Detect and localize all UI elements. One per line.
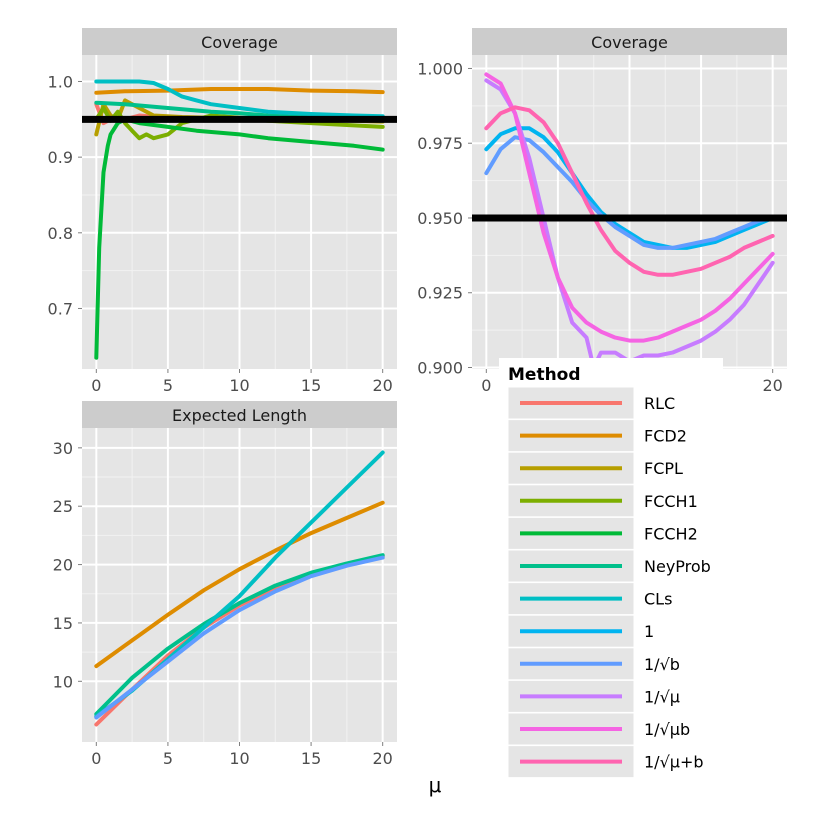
y-tick-label: 10 [53, 672, 73, 691]
y-tick-label: 0.8 [48, 224, 73, 243]
panel-title: Coverage [201, 33, 278, 52]
panel-strip [472, 28, 787, 55]
y-tick-label: 20 [53, 556, 73, 575]
series-line-1-b [484, 135, 775, 250]
panel-title: Coverage [591, 33, 668, 52]
series-group [484, 72, 775, 369]
legend-label-fcch2: FCCH2 [644, 524, 698, 543]
legend-label-1: 1 [644, 622, 654, 641]
series-line-1-b [484, 72, 775, 343]
series-line-1-b [484, 105, 775, 277]
legend-label-fcch1: FCCH1 [644, 492, 698, 511]
legend-label-1-b: 1/√μ+b [644, 753, 704, 772]
x-tick-label: 20 [373, 376, 393, 395]
panel-title: Expected Length [172, 406, 307, 425]
series-line-1 [484, 126, 775, 250]
x-tick-label: 0 [481, 376, 491, 395]
legend-label-cls: CLs [644, 590, 672, 609]
y-tick-label: 0.9 [48, 148, 73, 167]
legend-label-rlc: RLC [644, 394, 675, 413]
series-line-fcd2 [94, 87, 385, 95]
panel-strip [82, 401, 397, 428]
y-tick-label: 0.7 [48, 299, 73, 318]
y-tick-label: 15 [53, 614, 73, 633]
series-group [94, 450, 385, 727]
expected-length-panel: Expected Length 0 5 10 15 20 10 15 20 25 30 [53, 401, 397, 768]
x-axis-title: μ [429, 773, 442, 797]
x-tick-label: 15 [301, 749, 321, 768]
legend-label-1-b: 1/√μb [644, 720, 690, 739]
y-tick-label: 0.925 [417, 284, 463, 303]
legend-label-neyprob: NeyProb [644, 557, 711, 576]
y-tick-label: 0.975 [417, 134, 463, 153]
x-tick-label: 0 [91, 749, 101, 768]
y-tick-label: 30 [53, 439, 73, 458]
x-tick-label: 10 [229, 749, 249, 768]
x-tick-label: 0 [91, 376, 101, 395]
y-tick-label: 1.0 [48, 72, 73, 91]
x-tick-label: 20 [763, 376, 783, 395]
series-line-fcch2 [94, 117, 385, 360]
legend-label-fcpl: FCPL [644, 459, 683, 478]
legend-title: Method [508, 365, 581, 385]
x-tick-label: 5 [163, 376, 173, 395]
series-line-1-b [94, 555, 385, 720]
coverage-right-panel: Coverage051015200.9000.9250.9500.9751.00… [417, 28, 787, 395]
x-tick-label: 10 [229, 376, 249, 395]
series-line-fcd2 [94, 500, 385, 669]
x-tick-label: 5 [163, 749, 173, 768]
legend-label-1-b: 1/√b [644, 655, 680, 674]
series-line-cls [94, 79, 385, 119]
y-tick-label: 0.950 [417, 209, 463, 228]
method-legend: Method RLC FCD2 FCPL FCCH1 FCCH2 NeyProb CLs 1 1/… [499, 358, 723, 780]
y-tick-label: 0.900 [417, 359, 463, 378]
y-tick-label: 25 [53, 497, 73, 516]
legend-label-fcd2: FCD2 [644, 427, 687, 446]
legend-label-1: 1/√μ [644, 687, 680, 706]
coverage-left-panel: Coverage 0 5 10 15 20 0.7 0.8 0.9 1.0 [48, 28, 397, 395]
x-tick-label: 15 [301, 376, 321, 395]
series-line-neyprob [94, 553, 385, 716]
y-tick-label: 1.000 [417, 59, 463, 78]
panel-strip [82, 28, 397, 55]
x-tick-label: 20 [373, 749, 393, 768]
series-line-1 [484, 78, 775, 369]
